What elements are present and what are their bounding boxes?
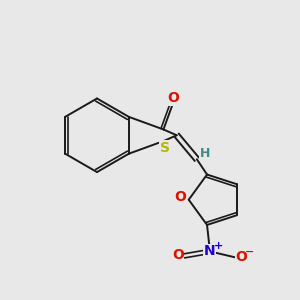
Text: O: O xyxy=(167,91,179,105)
Text: +: + xyxy=(214,241,223,251)
Text: H: H xyxy=(200,147,210,161)
Text: O: O xyxy=(172,248,184,262)
Text: O: O xyxy=(175,190,186,204)
Text: S: S xyxy=(160,141,170,154)
Text: O: O xyxy=(236,250,247,264)
Text: −: − xyxy=(244,247,254,257)
Text: N: N xyxy=(204,244,216,258)
